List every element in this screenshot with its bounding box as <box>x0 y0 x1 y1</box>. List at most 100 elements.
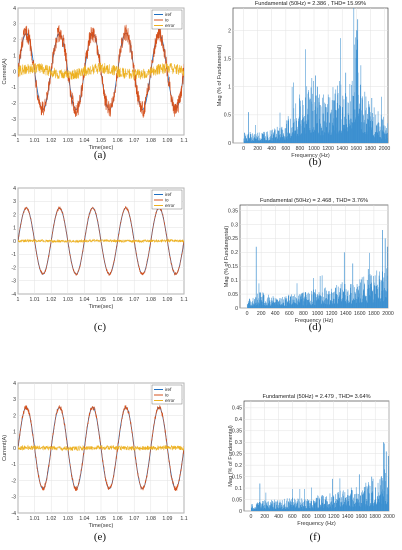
panel-b: 0 0.5 1 1.5 2 0 200 400 600 800 1000 1200 1400 1600 18… <box>217 1 390 168</box>
x-tick-label: 1.09 <box>162 516 172 522</box>
y-tick-label: 3 <box>13 22 16 28</box>
y-tick-label: 0.3 <box>235 440 242 446</box>
x-tick-label: 1.01 <box>30 138 40 144</box>
y-tick-label: 1 <box>13 430 16 436</box>
x-tick-label: 1.07 <box>129 297 139 303</box>
y-axis-label: Mag (% of Fundamental) <box>217 45 223 107</box>
x-tick-label: 1.03 <box>63 297 73 303</box>
y-tick-label: 0.35 <box>228 208 238 214</box>
y-tick-label: 1 <box>13 53 16 59</box>
x-tick-label: 600 <box>282 146 291 152</box>
series-line-error <box>18 62 184 80</box>
y-tick-label: -4 <box>11 133 16 139</box>
x-tick-label: 200 <box>253 146 262 152</box>
x-tick-label: 600 <box>288 514 297 520</box>
legend-label-iref: iref <box>165 12 172 17</box>
x-tick-label: 1200 <box>328 514 340 520</box>
x-tick-label: 1.02 <box>46 138 56 144</box>
x-tick-label: 1.04 <box>79 138 89 144</box>
y-tick-label: 0 <box>13 69 16 75</box>
chart-title: Fundamental (50Hz) = 2.479 , THD= 3.64% <box>262 394 370 400</box>
y-tick-label: 0.3 <box>231 222 238 228</box>
x-tick-label: 1800 <box>368 311 380 317</box>
legend-label-iref: iref <box>165 192 172 197</box>
y-tick-label: 4 <box>13 186 16 192</box>
y-tick-label: 1 <box>13 226 16 232</box>
plot-marks-b <box>243 8 388 143</box>
x-tick-label: 1600 <box>354 311 366 317</box>
panel-label: (d) <box>309 321 322 333</box>
panel-label: (c) <box>94 321 107 333</box>
x-tick-label: 1.05 <box>96 516 106 522</box>
x-tick-label: 400 <box>267 146 276 152</box>
y-tick-label: 3 <box>13 199 16 205</box>
x-tick-label: 1200 <box>322 146 334 152</box>
x-tick-label: 0 <box>246 311 249 317</box>
x-tick-label: 1.07 <box>129 516 139 522</box>
y-tick-label: 0.2 <box>231 250 238 256</box>
x-tick-label: 0 <box>249 514 252 520</box>
y-axis-label: Current(A) <box>2 58 8 84</box>
legend-label-io: io <box>165 18 169 23</box>
y-tick-label: -2 <box>11 265 16 271</box>
y-axis-label: Mag (% of Fundamental) <box>224 226 230 288</box>
x-axis-label: Frequency (Hz) <box>291 153 330 159</box>
x-tick-label: 1800 <box>365 146 377 152</box>
legend-label-io: io <box>165 198 169 203</box>
y-tick-label: 0.5 <box>224 113 231 119</box>
y-tick-label: -2 <box>11 478 16 484</box>
x-tick-label: 1.02 <box>46 297 56 303</box>
x-tick-label: 1.06 <box>113 297 123 303</box>
x-tick-label: 2000 <box>382 311 394 317</box>
x-tick-label: 800 <box>299 311 308 317</box>
x-tick-label: 600 <box>285 311 294 317</box>
y-tick-label: 0.45 <box>232 406 242 412</box>
x-tick-label: 0 <box>242 146 245 152</box>
x-tick-label: 1000 <box>312 311 324 317</box>
y-tick-label: -1 <box>11 85 16 91</box>
x-tick-label: 1800 <box>369 514 381 520</box>
x-tick-label: 1400 <box>336 146 348 152</box>
x-tick-label: 200 <box>260 514 269 520</box>
x-tick-label: 400 <box>274 514 283 520</box>
x-tick-label: 1.1 <box>180 516 187 522</box>
x-tick-label: 1.03 <box>63 138 73 144</box>
y-tick-label: 2 <box>13 38 16 44</box>
panel-c: -4 -3 -2 -1 0 1 2 3 4 1 1.01 1.02 1.03 1.04 1.05 1.06 1.… <box>11 186 187 333</box>
x-axis-label: Frequency (Hz) <box>297 521 336 527</box>
y-tick-label: 1 <box>228 85 231 91</box>
x-tick-label: 1600 <box>351 146 363 152</box>
y-tick-label: 0.1 <box>235 486 242 492</box>
x-axis-label: Frequency (Hz) <box>295 318 334 324</box>
y-tick-label: 3 <box>13 397 16 403</box>
y-tick-label: -3 <box>11 279 16 285</box>
x-tick-label: 1.06 <box>113 516 123 522</box>
x-tick-label: 1000 <box>314 514 326 520</box>
x-tick-label: 1600 <box>356 514 368 520</box>
y-tick-label: -2 <box>11 101 16 107</box>
x-axis-label: Time(sec) <box>89 304 114 310</box>
x-tick-label: 1.09 <box>162 138 172 144</box>
legend-label-error: error <box>165 23 175 28</box>
y-tick-label: 0.25 <box>228 236 238 242</box>
y-tick-label: 4 <box>13 6 16 12</box>
x-tick-label: 1.07 <box>129 138 139 144</box>
x-tick-label: 1400 <box>340 311 352 317</box>
x-tick-label: 1400 <box>342 514 354 520</box>
x-tick-label: 1.1 <box>180 138 187 144</box>
x-axis-label: Time(sec) <box>89 523 114 529</box>
x-tick-label: 1.08 <box>146 297 156 303</box>
panel-f: 0 0.05 0.1 0.15 0.2 0.25 0.3 0.35 0.4 0.45 0 200 400… <box>228 394 395 543</box>
y-tick-label: -4 <box>11 292 16 298</box>
y-tick-label: 0.15 <box>228 264 238 270</box>
plot-marks-c <box>18 205 184 277</box>
x-tick-label: 1000 <box>308 146 320 152</box>
y-tick-label: 0 <box>239 509 242 515</box>
series-line-error <box>18 238 184 244</box>
panel-e: -4 -3 -2 -1 0 1 2 3 4 1 1.01 1.02 1.03 1.04 1.05 1.06 1.… <box>2 381 188 543</box>
x-tick-label: 1.04 <box>79 297 89 303</box>
panel-label: (a) <box>94 149 107 161</box>
plot-marks-f <box>250 442 389 511</box>
